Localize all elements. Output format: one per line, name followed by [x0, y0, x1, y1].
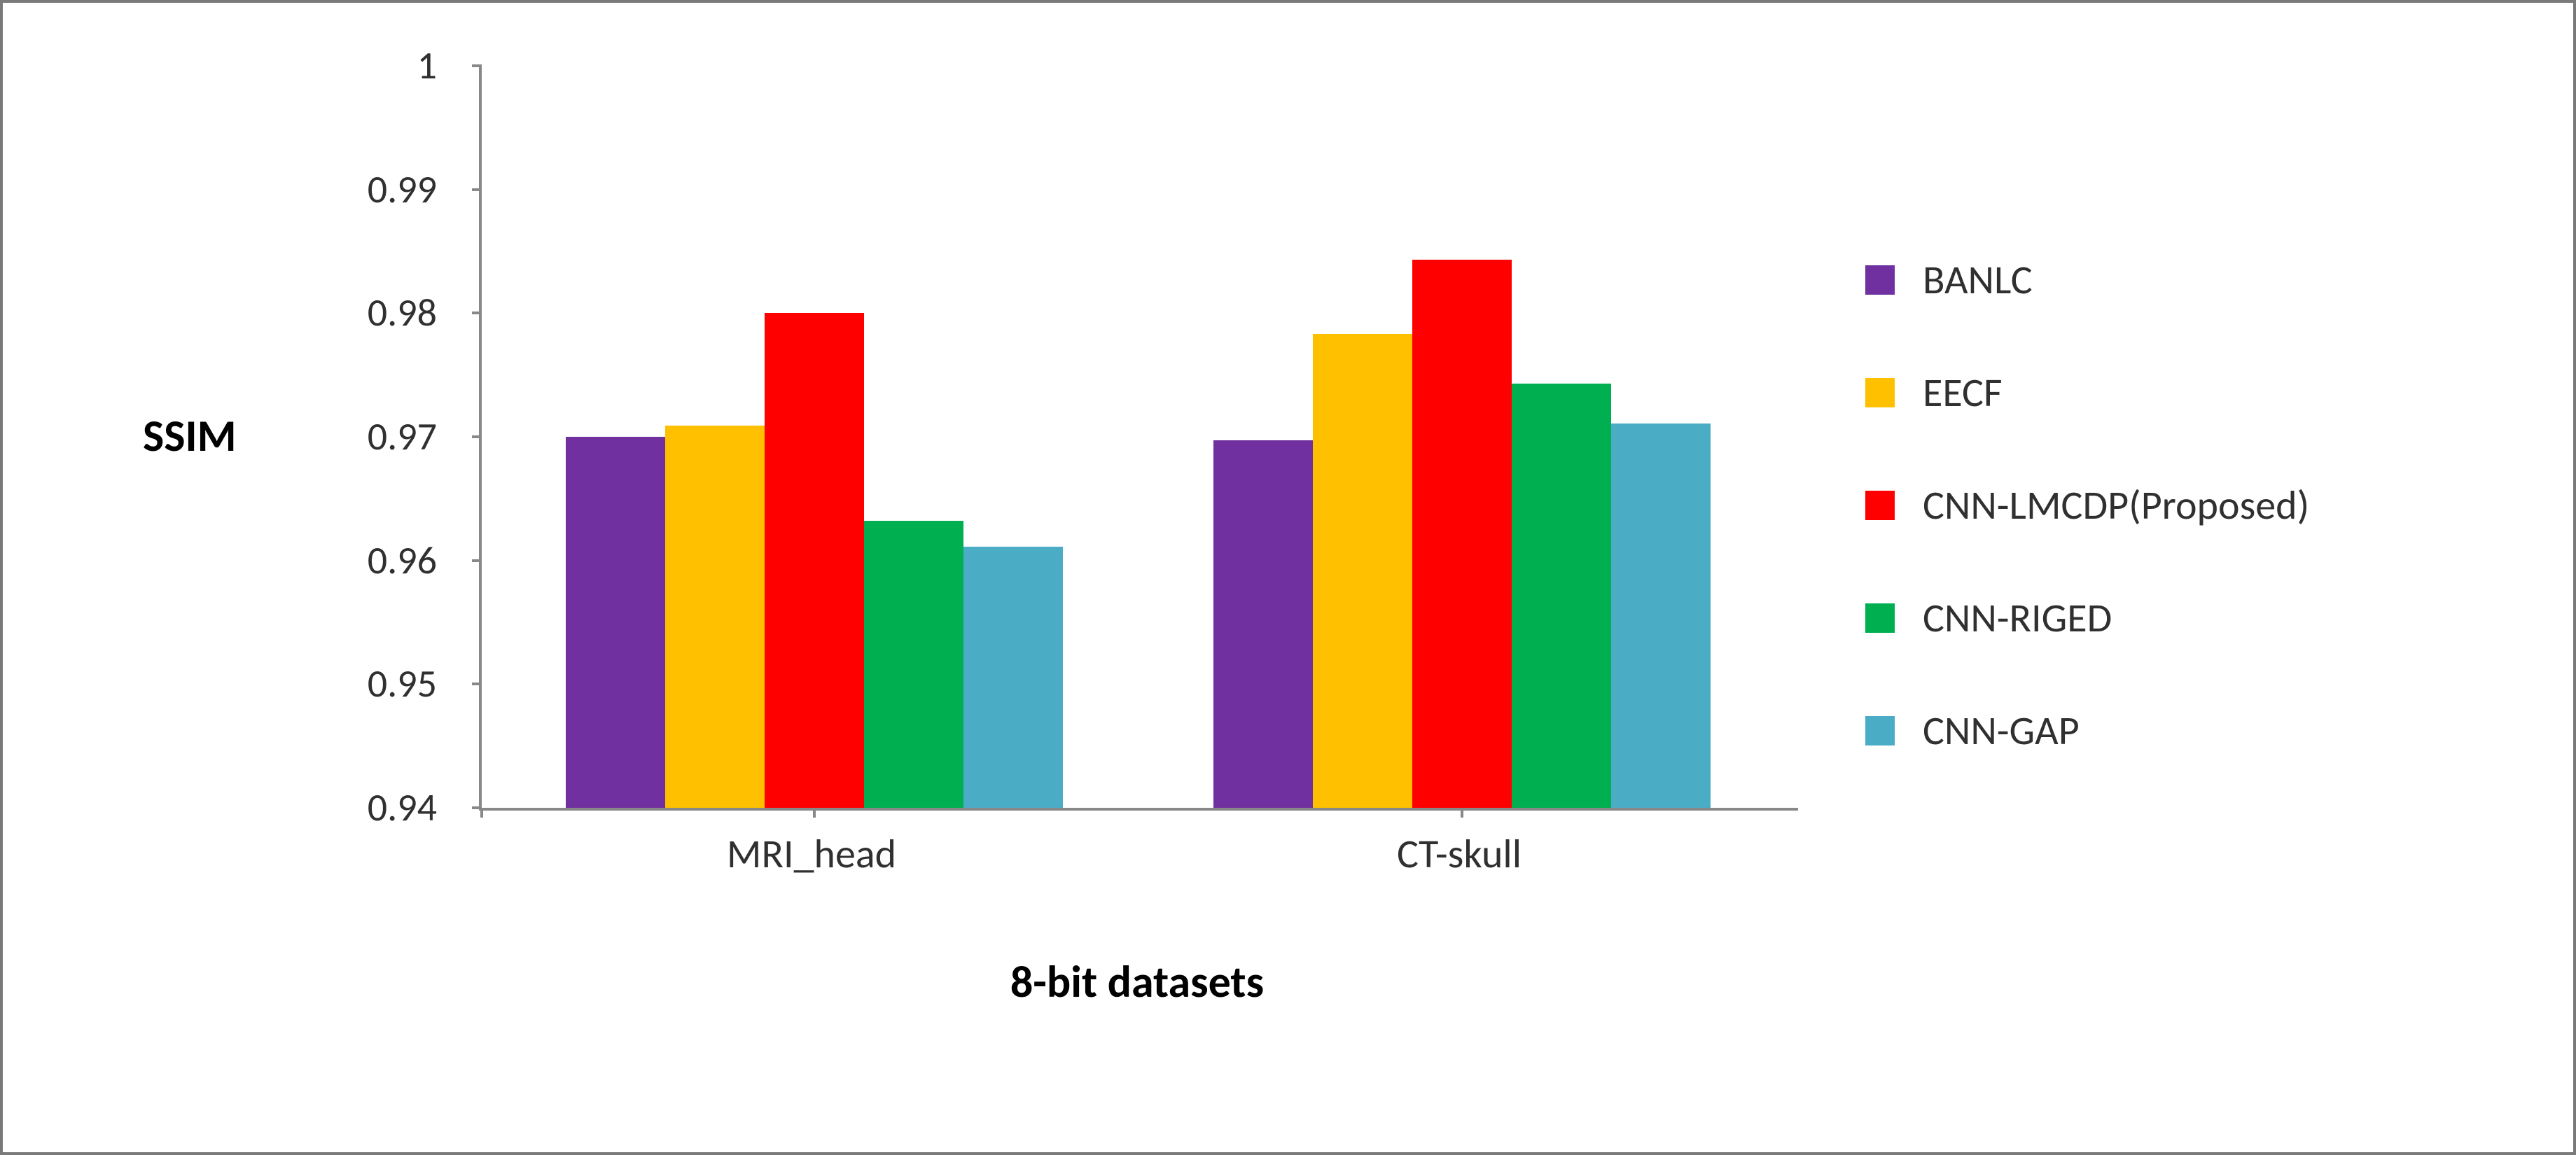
bar: [765, 313, 864, 808]
x-category-label: CT-skull: [1397, 829, 1522, 878]
x-category-label: MRI_head: [727, 829, 896, 878]
legend: BANLC EECF CNN-LMCDP(Proposed) CNN-RIGED CNN…: [1865, 255, 2309, 818]
y-tick-label: 0.98: [297, 289, 437, 337]
legend-swatch: [1865, 491, 1895, 520]
bar: [1313, 334, 1412, 808]
x-axis-label: 8-bit datasets: [479, 955, 1795, 1009]
chart: SSIM 0.94 0.95 0.96 0.97 0.98 0.99 1 MRI_head C…: [31, 24, 2545, 1131]
bar: [566, 437, 665, 808]
legend-swatch: [1865, 265, 1895, 295]
chart-frame: SSIM 0.94 0.95 0.96 0.97 0.98 0.99 1 MRI_head C…: [0, 0, 2576, 1155]
y-tick-label: 0.95: [297, 660, 437, 708]
y-tick-label: 1: [297, 42, 437, 90]
legend-item: CNN-RIGED: [1865, 593, 2309, 643]
y-tick-label: 0.97: [297, 413, 437, 461]
legend-item: CNN-LMCDP(Proposed): [1865, 480, 2309, 530]
y-tick-label: 0.94: [297, 784, 437, 832]
legend-label: CNN-LMCDP(Proposed): [1923, 480, 2309, 530]
legend-label: BANLC: [1923, 255, 2033, 304]
legend-label: CNN-RIGED: [1923, 593, 2112, 643]
y-tick-label: 0.96: [297, 537, 437, 584]
bar: [665, 426, 765, 808]
y-tick-mark: [472, 64, 482, 67]
bar: [1412, 260, 1512, 808]
bar: [1213, 440, 1313, 808]
plot-area: [479, 66, 1798, 811]
legend-item: EECF: [1865, 368, 2309, 417]
y-tick-mark: [472, 682, 482, 685]
legend-swatch: [1865, 603, 1895, 633]
bar: [1512, 384, 1611, 808]
x-tick-mark: [1461, 808, 1463, 818]
legend-label: CNN-GAP: [1923, 706, 2080, 755]
y-axis-label: SSIM: [143, 409, 237, 463]
y-tick-mark: [472, 312, 482, 314]
legend-label: EECF: [1923, 368, 2003, 417]
y-tick-mark: [472, 188, 482, 191]
bar: [1611, 424, 1711, 808]
y-tick-mark: [472, 559, 482, 562]
legend-item: CNN-GAP: [1865, 706, 2309, 755]
legend-swatch: [1865, 716, 1895, 746]
bar: [963, 547, 1063, 808]
x-tick-mark: [480, 808, 483, 818]
y-axis-ticks: 0.940.950.960.970.980.991: [297, 66, 458, 808]
x-tick-mark: [813, 808, 816, 818]
y-tick-label: 0.99: [297, 166, 437, 214]
legend-swatch: [1865, 378, 1895, 407]
y-tick-mark: [472, 435, 482, 438]
bar: [864, 521, 963, 808]
legend-item: BANLC: [1865, 255, 2309, 304]
